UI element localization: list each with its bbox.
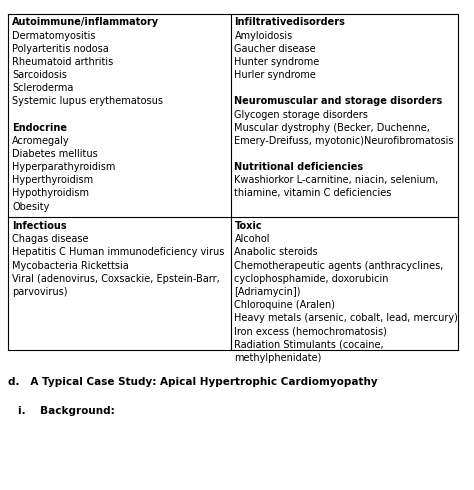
Text: Toxic: Toxic [235,221,262,231]
Text: Scleroderma: Scleroderma [12,83,73,93]
Text: Diabetes mellitus: Diabetes mellitus [12,149,98,159]
Text: cyclophosphamide, doxorubicin: cyclophosphamide, doxorubicin [235,274,389,284]
Text: Chagas disease: Chagas disease [12,234,89,245]
Text: Emery-Dreifuss, myotonic)Neurofibromatosis: Emery-Dreifuss, myotonic)Neurofibromatos… [235,136,454,146]
Text: Viral (adenovirus, Coxsackie, Epstein-Barr,: Viral (adenovirus, Coxsackie, Epstein-Ba… [12,274,220,284]
Text: Rheumatoid arthritis: Rheumatoid arthritis [12,57,113,67]
Text: Radiation Stimulants (cocaine,: Radiation Stimulants (cocaine, [235,340,384,349]
Text: Hunter syndrome: Hunter syndrome [235,57,320,67]
Text: Obesity: Obesity [12,202,49,212]
Text: parvovirus): parvovirus) [12,287,68,297]
Text: Chloroquine (Aralen): Chloroquine (Aralen) [235,300,336,310]
Text: Mycobacteria Rickettsia: Mycobacteria Rickettsia [12,261,129,270]
Text: Iron excess (hemochromatosis): Iron excess (hemochromatosis) [235,326,387,336]
Text: methylphenidate): methylphenidate) [235,353,322,363]
Text: Hypothyroidism: Hypothyroidism [12,189,89,198]
Text: Hurler syndrome: Hurler syndrome [235,70,316,80]
Text: Infectious: Infectious [12,221,67,231]
Text: thiamine, vitamin C deficiencies: thiamine, vitamin C deficiencies [235,189,392,198]
Text: Anabolic steroids: Anabolic steroids [235,247,318,257]
Text: Acromegaly: Acromegaly [12,136,70,146]
Text: Amyloidosis: Amyloidosis [235,30,293,41]
Text: Nutritional deficiencies: Nutritional deficiencies [235,162,364,172]
Text: Gaucher disease: Gaucher disease [235,44,316,54]
Text: Hyperthyroidism: Hyperthyroidism [12,175,93,185]
Text: Kwashiorkor L-carnitine, niacin, selenium,: Kwashiorkor L-carnitine, niacin, seleniu… [235,175,439,185]
Text: Systemic lupus erythematosus: Systemic lupus erythematosus [12,97,163,106]
Text: Hepatitis C Human immunodeficiency virus: Hepatitis C Human immunodeficiency virus [12,247,224,257]
Text: Autoimmune/inflammatory: Autoimmune/inflammatory [12,18,159,27]
Text: Hyperparathyroidism: Hyperparathyroidism [12,162,116,172]
Text: [Adriamycin]): [Adriamycin]) [235,287,301,297]
Text: Chemotherapeutic agents (anthracyclines,: Chemotherapeutic agents (anthracyclines, [235,261,444,270]
Text: Endocrine: Endocrine [12,122,67,133]
Text: Polyarteritis nodosa: Polyarteritis nodosa [12,44,109,54]
Text: Alcohol: Alcohol [235,234,270,245]
Text: Glycogen storage disorders: Glycogen storage disorders [235,110,368,120]
Text: Infiltrativedisorders: Infiltrativedisorders [235,18,346,27]
Text: d.   A Typical Case Study: Apical Hypertrophic Cardiomyopathy: d. A Typical Case Study: Apical Hypertro… [9,376,378,387]
Text: i.    Background:: i. Background: [18,406,114,416]
Text: Neuromuscular and storage disorders: Neuromuscular and storage disorders [235,97,443,106]
Text: Heavy metals (arsenic, cobalt, lead, mercury): Heavy metals (arsenic, cobalt, lead, mer… [235,313,458,323]
Text: Sarcoidosis: Sarcoidosis [12,70,67,80]
Text: Dermatomyositis: Dermatomyositis [12,30,96,41]
Text: Muscular dystrophy (Becker, Duchenne,: Muscular dystrophy (Becker, Duchenne, [235,122,430,133]
